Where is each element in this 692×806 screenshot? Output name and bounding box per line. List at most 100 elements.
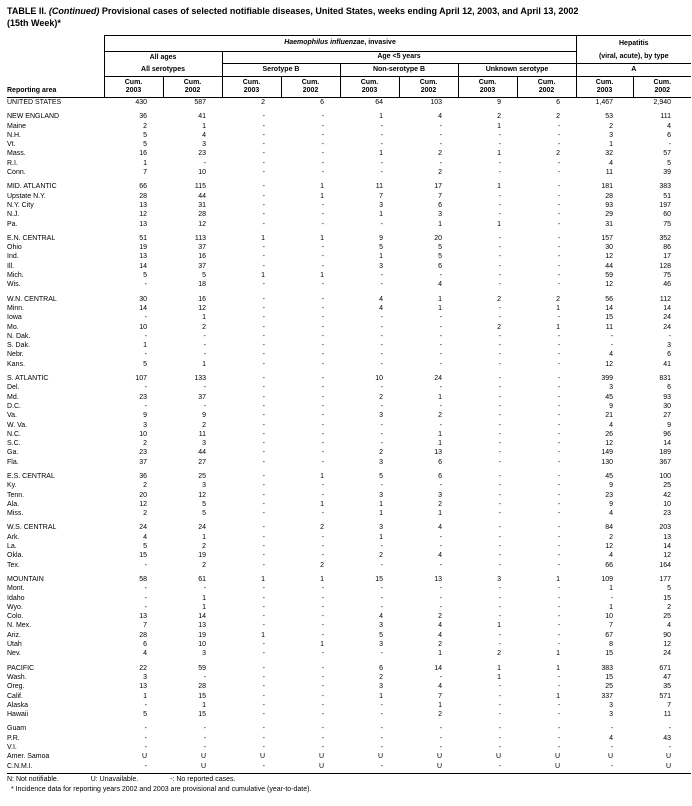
value-cell: 1 [202,533,206,541]
table-row: Alaska - 1 - - - 1 - - 3 7 [7,701,691,710]
table-row: Fla. 37 27 - - 3 6 - - 130 367 [7,458,691,467]
table-row: Mont. - - - - - - - - 1 5 [7,584,691,593]
value-cell: 24 [198,524,206,532]
value-cell: 25 [663,613,672,621]
value-cell: - [439,603,442,611]
value-cell: 2 [609,122,614,130]
value-cell: - [668,725,672,733]
value-cell: 13 [434,575,442,583]
value-cell: - [498,613,501,621]
table-row: Wyo. - 1 - - - - - - 1 2 [7,603,691,612]
value-cell: 203 [659,524,672,532]
value-cell: - [262,692,265,700]
value-cell: - [498,262,501,270]
value-cell: - [321,664,324,672]
value-cell: 28 [605,192,614,200]
value-cell: 13 [139,201,147,209]
value-cell: 12 [198,491,206,499]
value-cell: 1 [202,360,206,368]
value-cell: - [262,482,265,490]
reporting-area-cell: Ga. [7,449,19,457]
value-cell: - [557,552,561,560]
value-cell: 46 [663,281,672,289]
table-row: Mass. 16 23 - - 1 2 1 2 32 57 [7,149,691,158]
value-cell: - [262,744,265,751]
value-cell: - [498,543,501,551]
value-cell: 5 [438,253,442,261]
value-cell: 1 [497,622,501,630]
value-cell: 1 [143,159,147,167]
table-row: Hawaii 5 15 - - - 2 - - 3 11 [7,710,691,719]
value-cell: 36 [139,113,147,121]
value-cell: - [498,631,501,639]
reporting-area-cell: S. Dak. [7,342,30,350]
value-cell: - [439,482,442,490]
value-cell: - [144,762,147,770]
value-cell: - [321,631,324,639]
value-cell: 7 [609,622,614,630]
value-cell: 28 [139,631,147,639]
value-cell: - [557,141,561,149]
value-cell: 44 [605,262,614,270]
value-cell: - [262,281,265,289]
value-cell: 1 [438,701,442,709]
value-cell: - [262,458,265,466]
value-cell: - [262,673,265,681]
value-cell: - [262,430,265,438]
value-cell: - [498,131,501,139]
cum-2003-header: Cum. 2003 [221,76,281,98]
all-serotypes-header: All serotypes [103,63,222,77]
title-continued: (Continued) [48,6,100,16]
value-cell: 2 [143,440,147,448]
value-cell: 1,467 [595,99,614,106]
reporting-area-cell: Miss. [7,510,24,518]
value-cell: - [610,725,614,733]
value-cell: - [321,603,324,611]
value-cell: 60 [663,211,672,219]
all-ages-header: All ages [103,51,222,64]
value-cell: 4 [143,650,147,658]
value-cell: - [557,533,561,541]
table-row: S. ATLANTIC 107 133 - - 10 24 - - 399 831 [7,369,691,383]
value-cell: 12 [663,641,672,649]
value-cell: 11 [605,169,614,177]
table-row: Ill. 14 37 - - 3 6 - - 44 128 [7,262,691,271]
value-cell: - [498,375,501,383]
value-cell: 84 [605,524,614,532]
value-cell: 1 [143,692,147,700]
value-cell: - [557,744,561,751]
value-cell: 15 [605,650,614,658]
value-cell: 1 [609,585,614,593]
value-cell: 28 [198,683,206,691]
value-cell: U [554,762,561,770]
value-cell: 2 [143,122,147,130]
reporting-area-cell: Amer. Samoa [7,753,50,761]
value-cell: - [380,323,383,331]
value-cell: - [557,220,561,228]
reporting-area-cell: W.S. CENTRAL [7,524,57,532]
value-cell: - [321,262,324,270]
value-cell: 4 [379,304,383,312]
value-cell: - [498,304,501,312]
value-cell: 36 [139,472,147,480]
value-cell: 15 [375,575,383,583]
value-cell: - [668,332,672,340]
value-cell: 12 [663,552,672,560]
value-cell: 6 [438,472,442,480]
value-cell: 5 [143,131,147,139]
value-cell: 41 [663,360,672,368]
table-row: Md. 23 37 - - 2 1 - - 45 93 [7,393,691,402]
value-cell: - [439,585,442,593]
value-cell: - [498,762,501,770]
value-cell: - [321,725,324,733]
value-cell: 4 [143,533,147,541]
reporting-area-cell: UNITED STATES [7,99,62,106]
cum-2003-header: Cum. 2003 [457,76,517,98]
value-cell: 3 [143,673,147,681]
value-cell: 2 [202,561,206,569]
value-cell: 18 [198,281,206,289]
reporting-area-cell: Vt. [7,141,16,149]
value-cell: 4 [609,734,614,742]
value-cell: 19 [198,552,206,560]
value-cell: 1 [497,122,501,130]
